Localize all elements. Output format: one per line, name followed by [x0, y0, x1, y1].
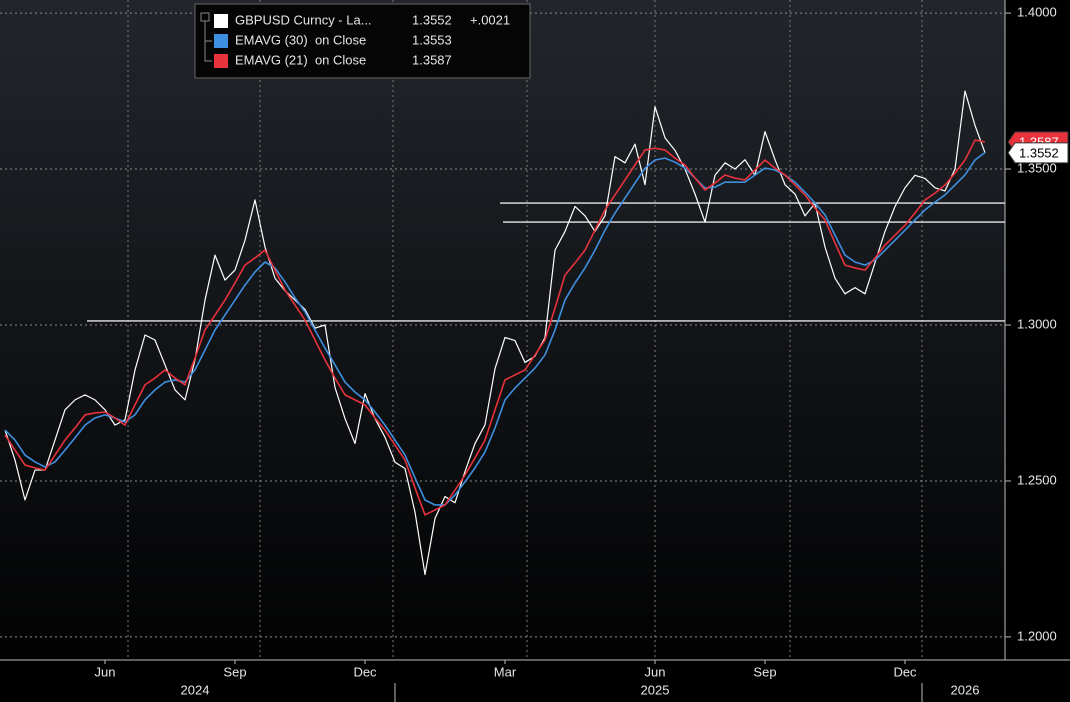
price-tag-label: 1.3552 — [1019, 145, 1059, 160]
ema-line — [4, 139, 986, 516]
plot — [4, 90, 1005, 576]
x-tick-label: Mar — [494, 664, 517, 679]
year-label: 2025 — [641, 682, 670, 697]
legend-tree — [204, 21, 212, 62]
y-tick-label: 1.2000 — [1017, 628, 1057, 643]
legend-swatch — [214, 14, 228, 28]
year-label: 2024 — [181, 682, 210, 697]
x-tick-label: Jun — [95, 664, 116, 679]
legend-label: EMAVG (21) on Close — [235, 52, 366, 67]
legend-box — [194, 3, 531, 79]
legend-label: GBPUSD Curncy - La... — [235, 12, 372, 27]
y-tick-label: 1.3000 — [1017, 316, 1057, 331]
y-tick-label: 1.3500 — [1017, 160, 1057, 175]
year-label: 2026 — [951, 682, 980, 697]
legend-value: 1.3552 — [412, 12, 452, 27]
legend-label: EMAVG (30) on Close — [235, 32, 366, 47]
legend-swatch — [214, 54, 228, 68]
x-tick-label: Dec — [353, 664, 377, 679]
axis: 1.2000 1.2500 1.3000 1.3500 1.4000 Jun Sep Dec M… — [95, 5, 1069, 697]
legend-value: 1.3553 — [412, 32, 452, 47]
x-tick-label: Sep — [223, 664, 246, 679]
x-tick-label: Sep — [753, 664, 776, 679]
y-axis-band — [1005, 0, 1070, 660]
price-tag — [1007, 142, 1069, 164]
y-tick-label: 1.2500 — [1017, 472, 1057, 487]
x-axis-band — [0, 660, 1070, 702]
ema-line — [4, 151, 986, 506]
legend: GBPUSD Curncy - La... 1.3552 +.0021 EMAVG (… — [194, 3, 531, 79]
y-tick-label: 1.4000 — [1017, 5, 1057, 20]
legend-swatch — [214, 34, 228, 48]
x-tick-label: Jun — [645, 664, 666, 679]
x-tick-label: Dec — [893, 664, 917, 679]
legend-change: +.0021 — [470, 12, 510, 27]
legend-value: 1.3587 — [412, 52, 452, 67]
grid — [0, 0, 1005, 660]
